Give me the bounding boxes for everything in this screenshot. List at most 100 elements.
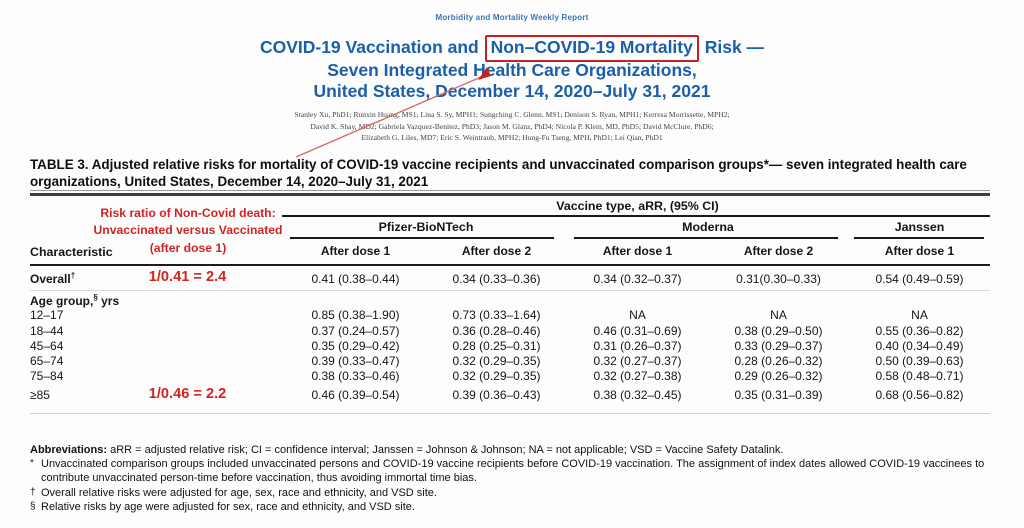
table-cell: 0.38 (0.32–0.45) xyxy=(593,387,682,402)
table-cell: NA xyxy=(629,308,646,323)
table-row: Overall† 1/0.41 = 2.4 0.41 (0.38–0.44) 0.34… xyxy=(30,268,990,292)
table-cell: 0.37 (0.24–0.57) xyxy=(311,323,400,338)
journal-name: Morbidity and Mortality Weekly Report xyxy=(435,13,589,22)
table-cell: 0.34 (0.32–0.37) xyxy=(593,272,682,286)
table: TABLE 3. Adjusted relative risks for mor… xyxy=(30,0,990,528)
table-cell: 0.29 (0.26–0.32) xyxy=(734,369,823,384)
annotation-risk-ratio-value: 1/0.41 = 2.4 xyxy=(148,269,227,285)
footnote-star-text: Unvaccinated comparison groups included … xyxy=(41,458,985,485)
footnotes: Abbreviations: aRR = adjusted relative r… xyxy=(30,443,988,514)
table-cell-characteristic: 45–64 xyxy=(30,339,285,353)
table-cell: 0.58 (0.48–0.71) xyxy=(875,369,964,384)
group-header-moderna: Moderna xyxy=(682,220,734,234)
group-header-janssen: Janssen xyxy=(894,220,945,234)
title-line1-pre: COVID-19 Vaccination and xyxy=(259,37,484,57)
footnote-dagger-text: Overall relative risks were adjusted for… xyxy=(41,486,437,499)
table-title: TABLE 3. Adjusted relative risks for mor… xyxy=(30,157,967,189)
authors: Stanley Xu, PhD1; Runxin Huang, MS1; Lin… xyxy=(12,109,1012,144)
row-label: 12–17 xyxy=(30,308,64,323)
table-cell: 0.73 (0.33–1.64) xyxy=(452,308,541,323)
column-header-moderna-dose2: After dose 2 xyxy=(743,244,814,258)
table-cell: 0.39 (0.33–0.47) xyxy=(311,353,400,368)
group-header-pfizer: Pfizer-BioNTech xyxy=(378,220,474,234)
title-highlight-box: Non–COVID-19 Mortality xyxy=(484,35,699,62)
row-label: Age group,§ yrs xyxy=(30,293,120,309)
table-cell-characteristic: ≥85 1/0.46 = 2.2 xyxy=(30,386,285,402)
table-body: Overall† 1/0.41 = 2.4 0.41 (0.38–0.44) 0.34… xyxy=(30,268,990,403)
table-cell: 0.40 (0.34–0.49) xyxy=(875,338,964,353)
footnote-dagger: † Overall relative risks were adjusted f… xyxy=(30,486,988,500)
group-underline-janssen xyxy=(854,237,984,239)
row-label: ≥85 xyxy=(30,387,50,402)
footnote-section-marker: § xyxy=(30,500,36,512)
table-cell-characteristic: 65–74 xyxy=(30,354,285,368)
row-label: 65–74 xyxy=(30,353,64,368)
authors-line3: Elizabeth G. Liles, MD7; Eric S. Weintra… xyxy=(361,133,663,143)
row-label: 18–44 xyxy=(30,323,64,338)
table-cell: NA xyxy=(770,308,787,323)
table-cell: 0.41 (0.38–0.44) xyxy=(311,272,400,286)
table-cell: NA xyxy=(911,308,928,323)
table-cell: 0.28 (0.25–0.31) xyxy=(452,338,541,353)
header-bottom-rule xyxy=(30,263,990,266)
table-top-rule-thick xyxy=(30,192,990,196)
table-cell: 0.34 (0.33–0.36) xyxy=(452,272,541,286)
table-cell: 0.38 (0.29–0.50) xyxy=(734,323,823,338)
annotation-note-line2: Unvaccinated versus Vaccinated xyxy=(93,223,283,238)
table-cell-characteristic: 18–44 xyxy=(30,324,285,338)
annotation-note-line1: Risk ratio of Non-Covid death: xyxy=(100,206,276,220)
table-row: 45–64 0.35 (0.29–0.42) 0.28 (0.25–0.31) 0.3… xyxy=(30,339,990,354)
table-cell: 0.36 (0.28–0.46) xyxy=(452,323,541,338)
table-cell: 0.55 (0.36–0.82) xyxy=(875,323,964,338)
group-underline-pfizer xyxy=(290,237,554,239)
column-header-pfizer-dose2: After dose 2 xyxy=(461,244,532,258)
table-cell: 0.32 (0.27–0.38) xyxy=(593,369,682,384)
table-cell: 0.54 (0.49–0.59) xyxy=(875,272,964,286)
table-cell: 0.32 (0.29–0.35) xyxy=(452,353,541,368)
table-row: ≥85 1/0.46 = 2.2 0.46 (0.39–0.54) 0.39 (0.3… xyxy=(30,386,990,403)
table-top-rule-thin xyxy=(30,190,990,191)
authors-line2: David K. Shay, MD2; Gabriela Vazquez-Ben… xyxy=(310,121,714,131)
table-cell: 0.32 (0.27–0.37) xyxy=(593,353,682,368)
table-cell: 0.28 (0.26–0.32) xyxy=(734,353,823,368)
table-cell: 0.68 (0.56–0.82) xyxy=(875,387,964,402)
table-row: 12–17 0.85 (0.38–1.90) 0.73 (0.33–1.64) NA N… xyxy=(30,308,990,323)
article-title-line2: Seven Integrated Health Care Organizatio… xyxy=(327,59,697,80)
table-row: Age group,§ yrs xyxy=(30,293,990,308)
row-label: Overall† xyxy=(30,271,76,286)
footnote-section: § Relative risks by age were adjusted fo… xyxy=(30,500,988,514)
authors-line1: Stanley Xu, PhD1; Runxin Huang, MS1; Lin… xyxy=(294,110,730,119)
footnote-section-text: Relative risks by age were adjusted for … xyxy=(41,500,415,513)
table-cell: 0.31 (0.26–0.37) xyxy=(593,338,682,353)
table-cell: 0.31(0.30–0.33) xyxy=(736,272,821,286)
column-header-characteristic: Characteristic xyxy=(30,245,113,259)
table-cell-characteristic: 75–84 xyxy=(30,369,285,383)
annotation-risk-ratio-note: Risk ratio of Non-Covid death: Unvaccina… xyxy=(86,205,290,257)
table-row: 75–84 0.38 (0.33–0.46) 0.32 (0.29–0.35) 0.3… xyxy=(30,369,990,384)
table-cell: 0.85 (0.38–1.90) xyxy=(311,308,400,323)
footnote-star-marker: * xyxy=(30,458,34,470)
annotation-note-line3: (after dose 1) xyxy=(149,240,227,255)
row-label: 45–64 xyxy=(30,338,64,353)
title-line1-post: Risk — xyxy=(699,37,765,57)
vaccine-type-underline xyxy=(282,214,990,217)
table-cell: 0.50 (0.39–0.63) xyxy=(875,353,964,368)
table-cell: 0.39 (0.36–0.43) xyxy=(452,387,541,402)
table-bottom-rule xyxy=(30,413,990,414)
group-underline-moderna xyxy=(574,237,838,239)
footnote-star: * Unvaccinated comparison groups include… xyxy=(30,457,988,485)
column-header-moderna-dose1: After dose 1 xyxy=(602,244,673,258)
article-title-line1: COVID-19 Vaccination and Non–COVID-19 Mo… xyxy=(44,35,980,62)
table-cell: 0.35 (0.31–0.39) xyxy=(734,387,823,402)
table-cell: 0.35 (0.29–0.42) xyxy=(311,338,400,353)
abbreviations-note: Abbreviations: aRR = adjusted relative r… xyxy=(30,443,988,457)
table-cell: 0.33 (0.29–0.37) xyxy=(734,338,823,353)
table-cell-characteristic: Overall† 1/0.41 = 2.4 xyxy=(30,269,285,286)
table-cell: 0.32 (0.29–0.35) xyxy=(452,369,541,384)
vaccine-type-span-header: Vaccine type, aRR, (95% CI) xyxy=(556,199,719,213)
abbreviations-label: Abbreviations: xyxy=(30,444,108,456)
footnote-dagger-marker: † xyxy=(30,486,36,498)
table-cell-characteristic: Age group,§ yrs xyxy=(30,293,285,308)
table-cell: 0.46 (0.31–0.69) xyxy=(593,323,682,338)
